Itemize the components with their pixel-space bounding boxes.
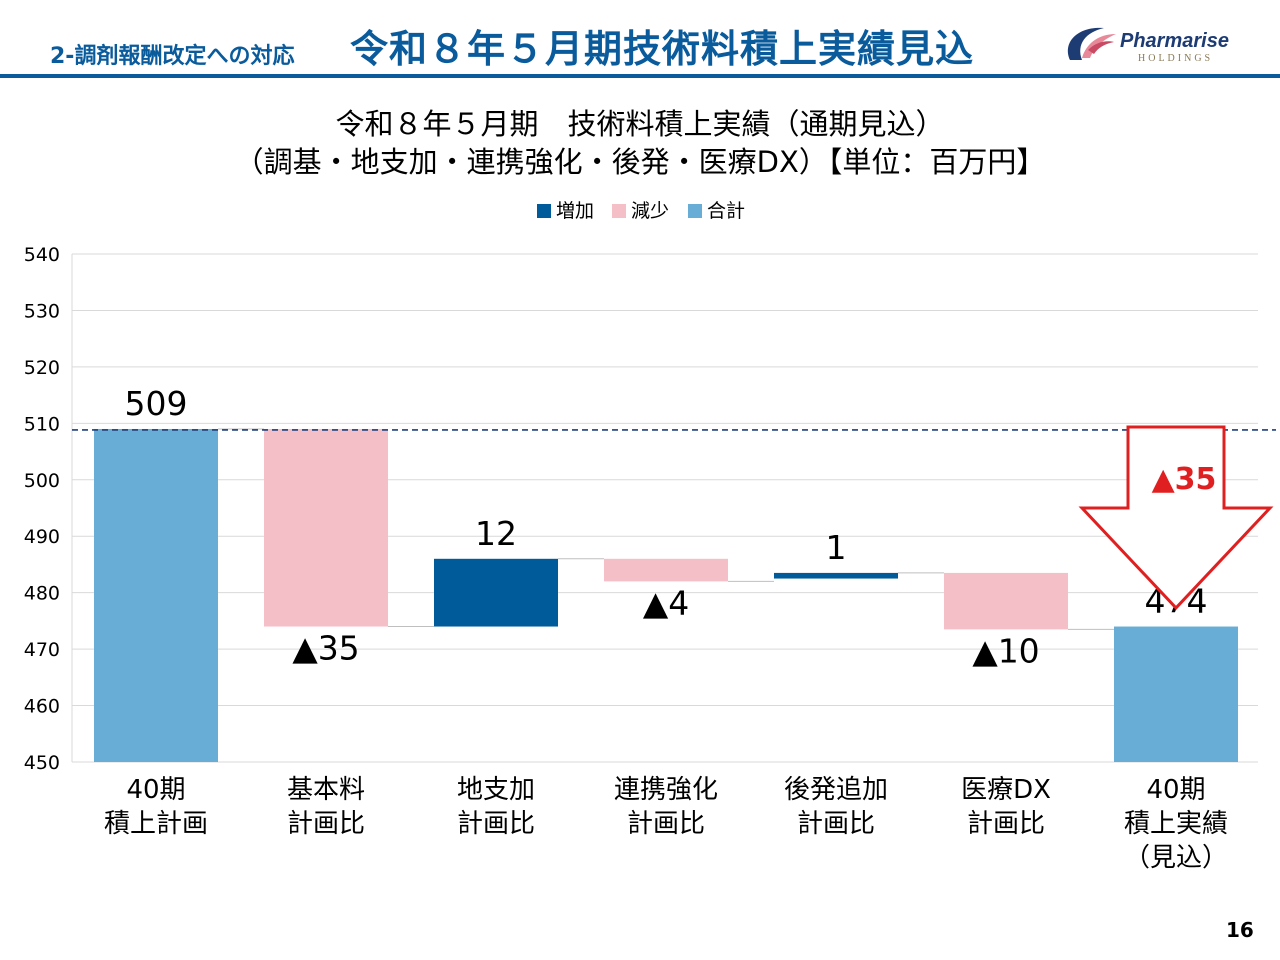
x-category-label: 積上実績	[1124, 809, 1228, 839]
legend-label-total: 合計	[707, 200, 745, 222]
legend-label-increase: 増加	[556, 200, 594, 222]
chart-title-line2: （調基・地支加・連携強化・後発・医療DX）【単位：百万円】	[235, 145, 1046, 179]
logo-name: Pharmarise	[1120, 30, 1229, 52]
x-category-label: 計画比	[627, 809, 705, 839]
logo-subtitle: HOLDINGS	[1138, 53, 1214, 64]
y-tick-label: 500	[24, 470, 60, 492]
x-category-label: 40期	[126, 775, 185, 805]
chart-title-line1: 令和８年５月期 技術料積上実績（通期見込）	[335, 107, 944, 141]
header-rule	[0, 74, 1280, 78]
data-label: ▲35	[292, 629, 359, 668]
page-title: 令和８年５月期技術料積上実績見込	[350, 27, 975, 71]
logo-swoosh-icon	[1067, 27, 1116, 60]
annotation-label: ▲35	[1152, 462, 1217, 497]
x-category-label: （見込）	[1124, 843, 1228, 873]
x-category-label: 計画比	[287, 809, 365, 839]
legend-label-decrease: 減少	[631, 200, 669, 222]
x-category-label: 計画比	[457, 809, 535, 839]
legend-swatch-decrease	[612, 204, 626, 218]
x-category-label: 医療DX	[961, 775, 1051, 805]
x-category-label: 連携強化	[614, 775, 718, 805]
y-tick-label: 540	[24, 244, 60, 266]
bar-decrease	[264, 428, 388, 627]
section-label: 2-調剤報酬改定への対応	[50, 44, 295, 69]
data-label: 1	[826, 528, 847, 567]
y-tick-label: 480	[24, 583, 60, 605]
down-arrow-annotation	[1078, 425, 1274, 611]
x-category-label: 地支加	[457, 775, 535, 805]
x-category-label: 後発追加	[784, 775, 888, 805]
bar-increase	[434, 558, 558, 627]
x-category-label: 計画比	[797, 809, 875, 839]
bar-increase	[774, 572, 898, 579]
y-tick-label: 470	[24, 639, 60, 661]
bar-total	[94, 428, 218, 762]
company-logo: Pharmarise HOLDINGS	[1060, 20, 1260, 70]
bar-decrease	[604, 558, 728, 582]
data-label: 509	[125, 384, 188, 423]
page-number: 16	[1226, 918, 1254, 942]
bar-total	[1114, 626, 1238, 762]
y-tick-label: 450	[24, 752, 60, 774]
x-category-label: 計画比	[967, 809, 1045, 839]
y-tick-label: 510	[24, 413, 60, 435]
data-label: ▲4	[643, 583, 689, 622]
x-category-label: 基本料	[287, 775, 365, 805]
y-tick-label: 460	[24, 696, 60, 718]
legend-swatch-increase	[537, 204, 551, 218]
y-tick-label: 490	[24, 526, 60, 548]
bar-decrease	[944, 572, 1068, 630]
slide-header: 2-調剤報酬改定への対応 令和８年５月期技術料積上実績見込 Pharmarise…	[0, 0, 1280, 80]
data-label: ▲10	[972, 631, 1039, 670]
data-label: 12	[475, 514, 517, 553]
y-tick-label: 530	[24, 300, 60, 322]
legend-swatch-total	[688, 204, 702, 218]
y-tick-label: 520	[24, 357, 60, 379]
x-category-label: 積上計画	[104, 809, 208, 839]
x-category-label: 40期	[1146, 775, 1205, 805]
